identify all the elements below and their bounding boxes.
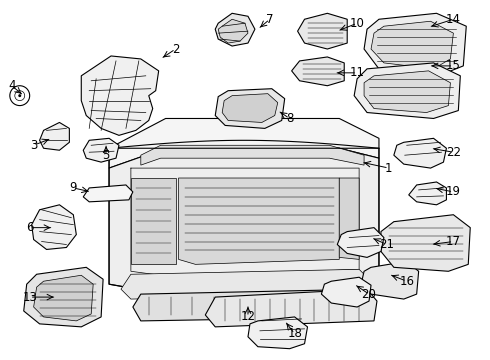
- Circle shape: [18, 94, 21, 97]
- Polygon shape: [364, 13, 466, 76]
- Text: 5: 5: [102, 149, 110, 162]
- Text: 13: 13: [22, 291, 37, 303]
- Polygon shape: [24, 267, 103, 327]
- Polygon shape: [121, 269, 369, 299]
- Polygon shape: [34, 275, 93, 321]
- Text: 1: 1: [385, 162, 392, 175]
- Polygon shape: [205, 289, 377, 327]
- Polygon shape: [81, 56, 159, 135]
- Text: 9: 9: [70, 181, 77, 194]
- Polygon shape: [364, 71, 450, 113]
- Text: 14: 14: [446, 13, 461, 26]
- Polygon shape: [371, 21, 453, 69]
- Polygon shape: [394, 138, 446, 168]
- Polygon shape: [321, 277, 371, 307]
- Polygon shape: [131, 178, 175, 264]
- Polygon shape: [32, 205, 76, 249]
- Text: 20: 20: [362, 288, 376, 301]
- Text: 22: 22: [446, 146, 461, 159]
- Polygon shape: [222, 94, 278, 122]
- Text: 8: 8: [286, 112, 294, 125]
- Polygon shape: [361, 261, 418, 299]
- Text: 2: 2: [172, 42, 179, 55]
- Text: 16: 16: [399, 275, 414, 288]
- Text: 10: 10: [350, 17, 365, 30]
- Polygon shape: [40, 122, 70, 150]
- Polygon shape: [141, 145, 364, 165]
- Polygon shape: [354, 63, 460, 118]
- Polygon shape: [215, 89, 285, 129]
- Text: 12: 12: [241, 310, 255, 323]
- Polygon shape: [83, 138, 119, 162]
- Polygon shape: [83, 185, 133, 202]
- Polygon shape: [248, 317, 308, 349]
- Polygon shape: [133, 289, 374, 321]
- Polygon shape: [339, 178, 359, 260]
- Polygon shape: [337, 228, 384, 257]
- Text: 19: 19: [446, 185, 461, 198]
- Polygon shape: [109, 148, 379, 294]
- Polygon shape: [297, 13, 347, 49]
- Text: 21: 21: [379, 238, 394, 251]
- Text: 3: 3: [30, 139, 37, 152]
- Text: 17: 17: [446, 235, 461, 248]
- Text: 18: 18: [287, 327, 302, 340]
- Polygon shape: [218, 19, 248, 43]
- Polygon shape: [409, 182, 446, 205]
- Text: 7: 7: [266, 13, 273, 26]
- Polygon shape: [215, 13, 255, 46]
- Text: 15: 15: [446, 59, 461, 72]
- Text: 6: 6: [26, 221, 33, 234]
- Text: 4: 4: [8, 79, 16, 92]
- Polygon shape: [292, 57, 344, 86]
- Polygon shape: [178, 178, 339, 264]
- Polygon shape: [109, 118, 379, 168]
- Text: 11: 11: [350, 66, 365, 79]
- Polygon shape: [381, 215, 470, 271]
